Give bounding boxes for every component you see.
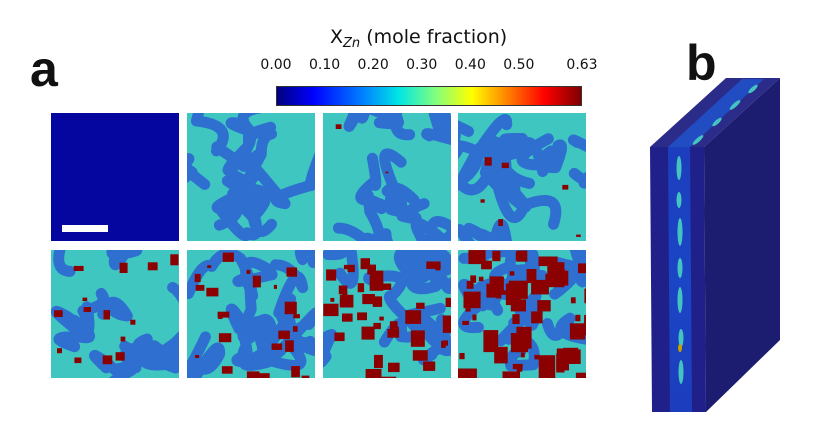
microstructure-tile <box>323 250 451 378</box>
colorbar-tick-label: 0.63 <box>566 57 598 73</box>
microstructure-tile <box>187 113 315 241</box>
panel-label-b: b <box>686 35 717 91</box>
block-front-face <box>650 147 706 412</box>
colorbar-tick-label: 0.20 <box>357 57 389 73</box>
microstructure-tile <box>51 113 179 241</box>
microstructure-tile <box>187 250 315 378</box>
colorbar-tick-label: 0.40 <box>454 57 486 73</box>
top-lamellae <box>692 84 758 145</box>
block-slice <box>668 147 692 412</box>
microstructure-tile <box>458 250 586 378</box>
microstructure-tile <box>51 250 179 378</box>
microstructure-tile <box>458 113 586 241</box>
colorbar-tick-label: 0.10 <box>308 57 341 73</box>
colorbar-tick-label: 0.50 <box>503 57 535 73</box>
block-side-face <box>704 78 780 412</box>
zn-spot <box>678 344 682 352</box>
panel-label-a: a <box>30 41 58 97</box>
scale-bar <box>62 225 108 232</box>
slice-lamellae <box>676 156 684 384</box>
microstructure-tile <box>323 113 451 241</box>
colorbar <box>276 86 582 106</box>
colorbar-tick-label: 0.30 <box>406 57 438 73</box>
colorbar-title: XZn (mole fraction) <box>330 26 508 51</box>
colorbar-tick-label: 0.00 <box>260 57 292 73</box>
